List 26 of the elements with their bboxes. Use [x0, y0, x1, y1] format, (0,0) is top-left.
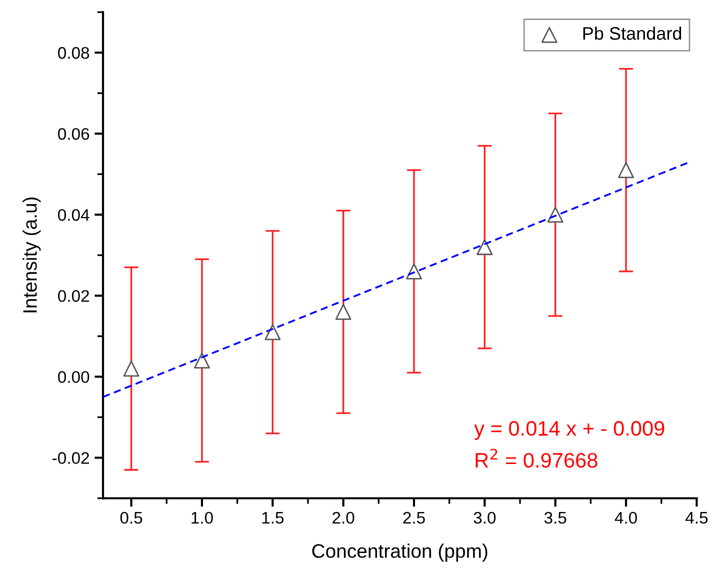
- point: [264, 324, 281, 340]
- point: [194, 352, 210, 368]
- y-tick-label: 0.04: [58, 209, 90, 221]
- x-axis-title: Concentration (ppm): [312, 544, 488, 562]
- y-axis-title: Intensity (a.u): [22, 197, 41, 312]
- point: [618, 162, 634, 178]
- annotation: R$^{2}$ = 0.97668: [476, 448, 598, 468]
- point: [476, 239, 493, 256]
- point: [123, 360, 140, 377]
- y-tick-label: -0.02: [52, 452, 89, 464]
- x-tick-label: 4.0: [614, 512, 637, 524]
- point: [335, 304, 352, 320]
- x-tick-label: 1.0: [192, 512, 213, 524]
- x-tick-label: 0.5: [120, 512, 142, 524]
- y-tick-label: 0.08: [58, 47, 90, 59]
- x-tick-label: 2.5: [403, 512, 425, 524]
- y-tick-label: 0.02: [58, 290, 89, 302]
- x-tick-label: 4.5: [685, 512, 708, 524]
- annotation: y = 0.014 x + - 0.009: [474, 421, 664, 440]
- y-tick-label: 0.06: [58, 128, 90, 140]
- x-tick-label: 1.5: [262, 512, 284, 524]
- x-tick-label: 3.5: [544, 512, 566, 524]
- y-tick-label: 0.00: [58, 371, 90, 383]
- legend-label: Pb Standard: [583, 26, 682, 40]
- x-tick-label: 2.0: [332, 512, 354, 524]
- x-tick-label: 3.0: [474, 512, 496, 524]
